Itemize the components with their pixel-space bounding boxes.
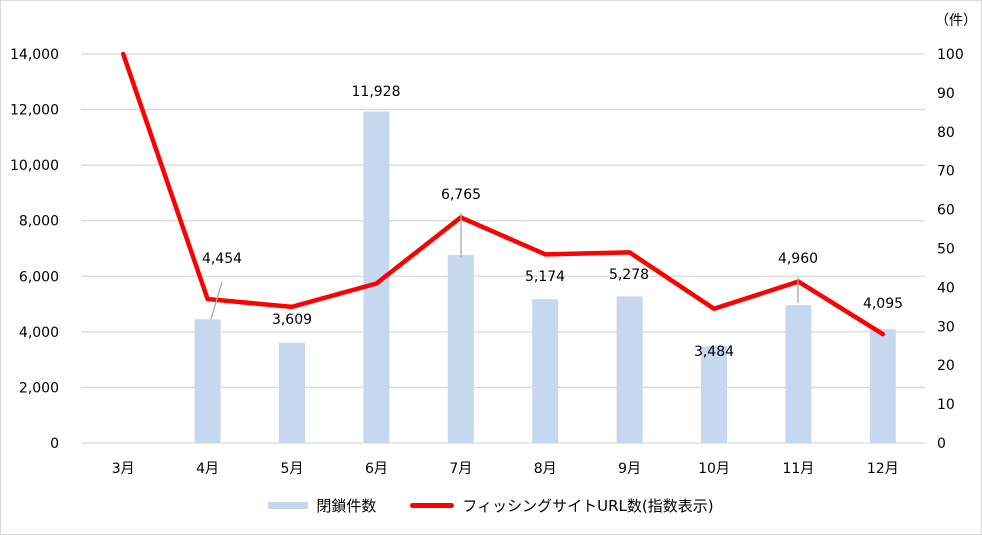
legend-item-line[interactable]: フィッシングサイトURL数(指数表示): [410, 495, 714, 516]
right-axis-tick: 20: [937, 358, 955, 374]
x-axis-tick: 10月: [698, 461, 730, 477]
bar[interactable]: [532, 299, 559, 443]
x-axis-tick: 6月: [365, 461, 388, 477]
bar-data-label: 6,765: [441, 187, 481, 203]
x-axis-tick: 12月: [867, 461, 899, 477]
left-axis-tick: 2,000: [19, 380, 59, 396]
bar-data-label: 5,174: [525, 269, 565, 285]
bar[interactable]: [279, 342, 305, 443]
right-axis-tick: 10: [937, 397, 955, 413]
bar[interactable]: [616, 296, 643, 443]
left-axis-tick: 10,000: [10, 158, 59, 174]
bar[interactable]: [785, 305, 812, 443]
bar-data-label: 3,609: [272, 312, 312, 328]
left-axis-tick: 4,000: [19, 325, 59, 341]
x-axis-tick: 4月: [196, 461, 219, 477]
right-axis-tick: 70: [937, 164, 955, 180]
x-axis-tick: 5月: [281, 461, 304, 477]
combo-chart: 0 2,000 4,000 6,000 8,000 10,000 12,000 14,000 0…: [10, 13, 977, 477]
right-axis-tick: 100: [937, 47, 964, 63]
right-axis-tick: 30: [937, 319, 955, 335]
left-axis-tick: 8,000: [19, 214, 59, 230]
bar[interactable]: [194, 319, 221, 443]
right-axis-tick: 90: [937, 86, 955, 102]
bar-data-label: 4,095: [863, 296, 903, 312]
leader-line: [210, 281, 223, 320]
line-series[interactable]: [120, 51, 886, 337]
right-axis-tick: 0: [937, 436, 946, 452]
bar-data-label: 5,278: [609, 267, 649, 283]
right-axis-tick: 80: [937, 125, 955, 141]
right-axis-tick: 60: [937, 203, 955, 219]
right-axis-tick: 40: [937, 280, 955, 296]
bar-data-label: 4,960: [778, 251, 818, 267]
left-axis-tick: 0: [50, 436, 59, 452]
bar[interactable]: [869, 329, 896, 443]
x-axis-tick: 11月: [782, 461, 814, 477]
legend-item-bar[interactable]: 閉鎖件数: [268, 495, 376, 516]
x-axis-tick: 7月: [449, 461, 472, 477]
bar[interactable]: [701, 346, 727, 443]
left-axis-tick: 12,000: [10, 103, 59, 119]
bar-data-label: 4,454: [202, 251, 242, 267]
bar[interactable]: [447, 255, 474, 443]
left-axis-tick: 6,000: [19, 269, 59, 285]
line-swatch-icon: [410, 503, 455, 508]
x-axis-tick: 9月: [618, 461, 641, 477]
legend: 閉鎖件数 フィッシングサイトURL数(指数表示): [1, 495, 981, 516]
left-axis-tick: 14,000: [10, 47, 59, 63]
legend-line-label: フィッシングサイトURL数(指数表示): [462, 497, 714, 515]
right-axis-unit-label: （件）: [935, 13, 977, 29]
right-axis-tick: 50: [937, 242, 955, 258]
bar-data-label: 11,928: [352, 84, 401, 100]
bar-swatch-icon: [268, 502, 309, 509]
legend-bar-label: 閉鎖件数: [316, 497, 377, 515]
x-axis-tick: 3月: [112, 461, 135, 477]
bar-data-label: 3,484: [694, 344, 734, 360]
x-axis-tick: 8月: [534, 461, 557, 477]
